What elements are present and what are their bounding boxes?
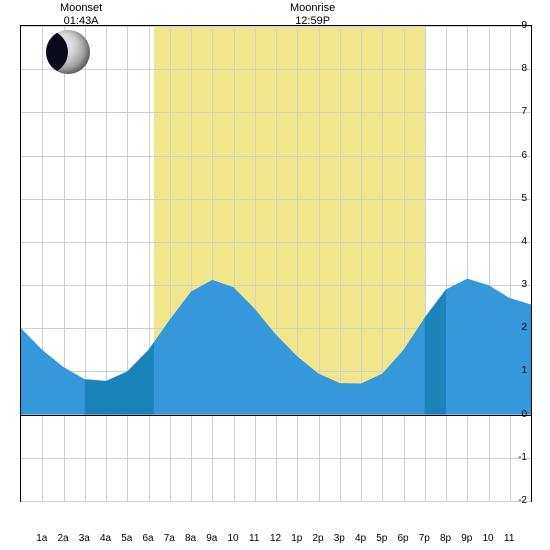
y-tick-label: 3 xyxy=(521,279,527,290)
chart-container: Moonset 01:43A Moonrise 12:59P -2-101234… xyxy=(0,0,550,550)
zero-line xyxy=(21,415,531,416)
x-tick-label: 9a xyxy=(201,533,222,544)
x-tick-label: 2p xyxy=(308,533,329,544)
y-tick-label: -1 xyxy=(518,452,527,463)
x-tick-label: 6a xyxy=(138,533,159,544)
x-tick-label: 10 xyxy=(223,533,244,544)
x-tick-label: 12 xyxy=(265,533,286,544)
tide-curve xyxy=(21,26,531,501)
moon-phase-icon xyxy=(46,30,90,74)
y-tick-label: 2 xyxy=(521,322,527,333)
plot-area: -2-10123456789 xyxy=(20,25,532,502)
moon-shadow xyxy=(46,30,68,74)
y-tick-label: 8 xyxy=(521,63,527,74)
x-tick-label: 3a xyxy=(74,533,95,544)
x-tick-label: 11 xyxy=(244,533,265,544)
y-tick-label: -2 xyxy=(518,495,527,506)
y-tick-label: 7 xyxy=(521,106,527,117)
x-tick-label: 7p xyxy=(414,533,435,544)
x-tick-label: 1p xyxy=(286,533,307,544)
x-tick-label: 5p xyxy=(371,533,392,544)
grid-horizontal xyxy=(21,501,531,502)
x-tick-label: 1a xyxy=(31,533,52,544)
x-tick-label: 4p xyxy=(350,533,371,544)
y-tick-label: 4 xyxy=(521,236,527,247)
x-tick-label: 5a xyxy=(116,533,137,544)
x-tick-label: 2a xyxy=(53,533,74,544)
x-tick-label: 3p xyxy=(329,533,350,544)
x-tick-label: 10 xyxy=(478,533,499,544)
x-tick-label: 6p xyxy=(393,533,414,544)
x-tick-label: 9p xyxy=(456,533,477,544)
x-tick-label: 7a xyxy=(159,533,180,544)
x-tick-label: 8a xyxy=(180,533,201,544)
moonset-title: Moonset xyxy=(60,2,102,14)
y-tick-label: 9 xyxy=(521,20,527,31)
tide-area-dark xyxy=(85,342,154,414)
tide-area-dark xyxy=(425,289,446,414)
x-tick-label: 8p xyxy=(435,533,456,544)
x-tick-label: 4a xyxy=(95,533,116,544)
x-tick-label: 11 xyxy=(499,533,520,544)
y-tick-label: 6 xyxy=(521,150,527,161)
y-tick-label: 5 xyxy=(521,193,527,204)
y-tick-label: 0 xyxy=(521,409,527,420)
moonrise-title: Moonrise xyxy=(290,2,335,14)
y-tick-label: 1 xyxy=(521,365,527,376)
